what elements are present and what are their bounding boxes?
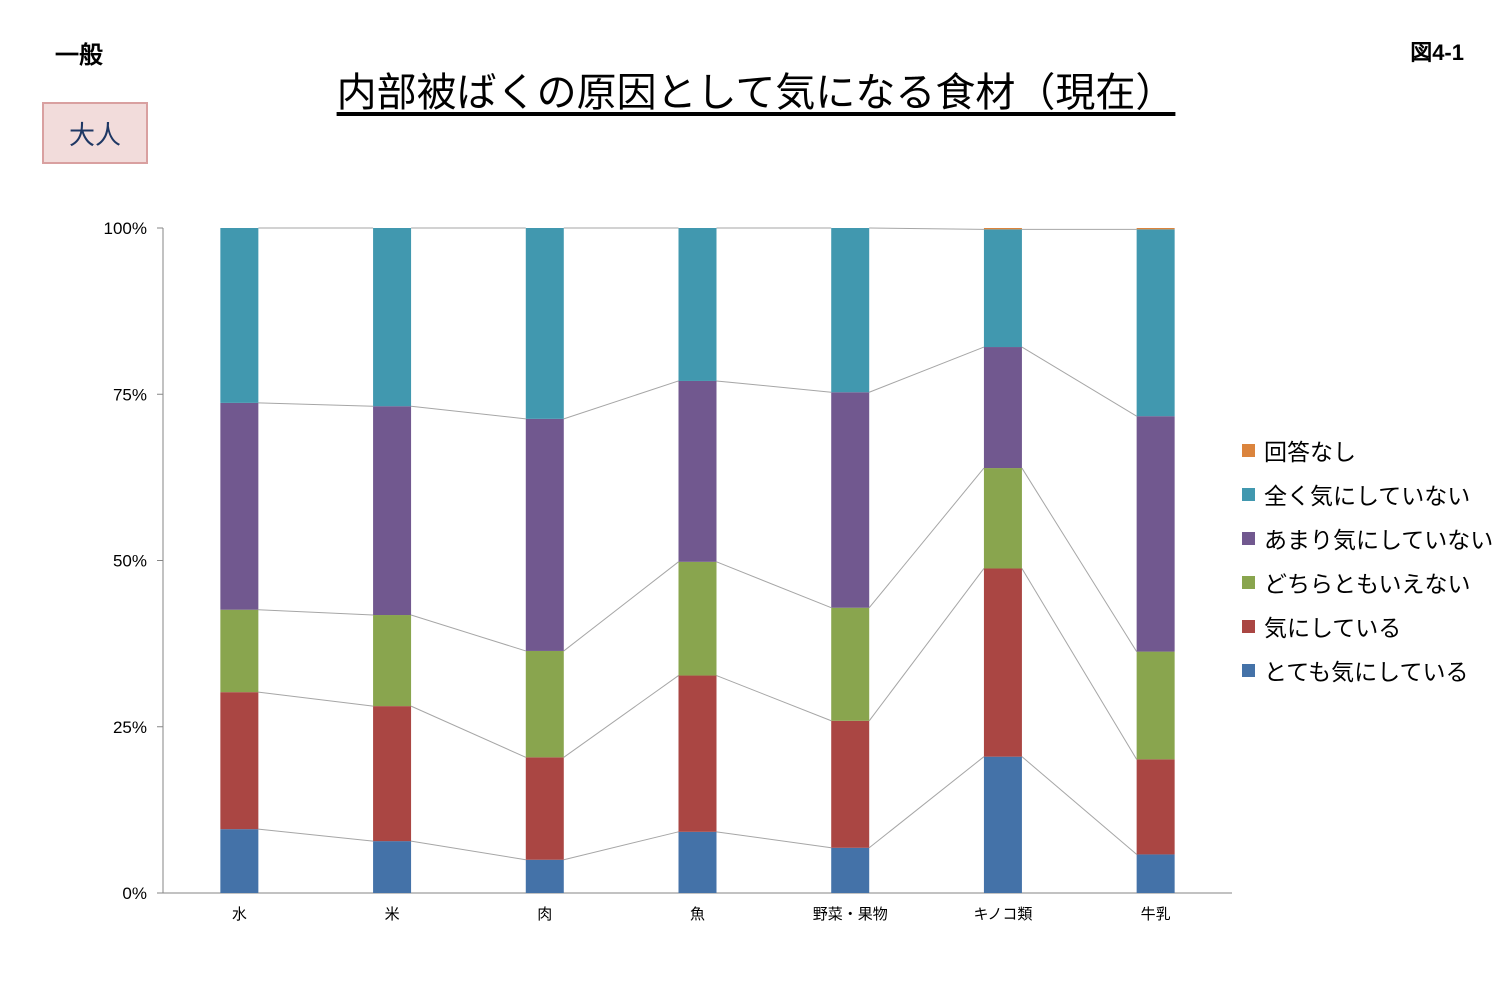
- series-line: [868, 467, 985, 609]
- bar-segment: [525, 757, 564, 860]
- bar-segment: [831, 720, 870, 848]
- bar-segment: [983, 468, 1022, 569]
- bar-segment: [525, 418, 564, 651]
- legend-label: あまり気にしていない: [1264, 528, 1494, 554]
- bar-segment: [220, 402, 259, 610]
- series-line: [716, 561, 832, 609]
- legend-swatch: [1242, 487, 1255, 501]
- series-line: [868, 568, 985, 722]
- x-tick-label: 魚: [690, 905, 705, 923]
- y-tick-label: 25%: [113, 718, 147, 737]
- x-tick-label: 水: [232, 905, 247, 923]
- bar-segment: [983, 347, 1022, 469]
- legend-item: どちらともいえない: [1242, 560, 1493, 604]
- series-line: [410, 840, 526, 861]
- series-line: [563, 561, 679, 652]
- series-line: [716, 675, 832, 722]
- legend-item: とても気にしている: [1242, 648, 1493, 692]
- series-line: [563, 831, 679, 861]
- bar-segment: [1136, 229, 1175, 417]
- bar-segment: [678, 831, 717, 893]
- bar-segment: [525, 228, 564, 419]
- series-line: [1021, 756, 1137, 855]
- bar-segment: [220, 829, 259, 893]
- legend-swatch: [1242, 575, 1255, 589]
- legend-label: 全く気にしていない: [1264, 484, 1471, 510]
- bar-segment: [1136, 416, 1175, 652]
- chart-title: 内部被ばくの原因として気になる食材（現在）: [336, 70, 1176, 116]
- x-tick-label: 牛乳: [1141, 905, 1171, 923]
- legend-swatch: [1242, 663, 1255, 677]
- legend-swatch: [1242, 619, 1255, 633]
- legend-item: 気にしている: [1242, 604, 1493, 648]
- y-tick-label: 75%: [113, 385, 147, 404]
- series-line: [258, 828, 374, 842]
- bar-segment: [373, 706, 412, 842]
- series-line: [1021, 467, 1138, 652]
- bar-segment: [831, 847, 870, 893]
- audience-badge: 大人: [42, 102, 148, 164]
- series-line: [411, 405, 526, 420]
- legend-label: 気にしている: [1264, 616, 1402, 642]
- bar-segment: [678, 380, 717, 562]
- series-line: [563, 380, 679, 420]
- bar-segment: [831, 228, 870, 393]
- figure-id: 図4-1: [1410, 40, 1464, 65]
- bar-segment: [831, 607, 870, 721]
- series-line: [410, 614, 526, 652]
- bar-segment: [525, 859, 564, 893]
- x-tick-label: 米: [385, 905, 400, 923]
- bar-segment: [1136, 759, 1175, 855]
- bar-segment: [983, 568, 1022, 757]
- x-tick-label: 肉: [537, 905, 552, 923]
- bar-segment: [983, 228, 1022, 230]
- bar-segment: [678, 561, 717, 676]
- bar-segment: [525, 650, 564, 758]
- bar-segment: [373, 406, 412, 616]
- y-tick-label: 100%: [104, 219, 147, 238]
- bar-segment: [1136, 228, 1175, 230]
- legend-item: あまり気にしていない: [1242, 516, 1493, 560]
- legend-label: 回答なし: [1264, 440, 1356, 466]
- bar-segment: [373, 228, 412, 407]
- legend-swatch: [1242, 443, 1255, 457]
- bar-segment: [983, 229, 1022, 348]
- legend-item: 全く気にしていない: [1242, 472, 1493, 516]
- bar-segment: [373, 841, 412, 893]
- chart-legend: 回答なし全く気にしていない あまり気にしていない どちらともいえない 気にしているとて…: [1242, 428, 1493, 692]
- series-line: [410, 705, 526, 758]
- legend-swatch: [1242, 531, 1255, 545]
- bar-segment: [831, 392, 870, 608]
- series-line: [869, 346, 985, 393]
- bar-segment: [1136, 854, 1175, 893]
- series-line: [258, 402, 374, 407]
- series-line: [563, 675, 679, 758]
- bar-segment: [373, 615, 412, 707]
- bar-segment: [220, 228, 259, 403]
- bar-segment: [678, 675, 717, 832]
- series-line: [869, 227, 984, 230]
- y-tick-label: 0%: [122, 884, 147, 903]
- x-tick-label: キノコ類: [973, 905, 1032, 923]
- legend-item: 回答なし: [1242, 428, 1493, 472]
- series-line: [258, 609, 374, 616]
- bar-segment: [678, 228, 717, 381]
- series-line: [1021, 346, 1137, 417]
- bar-segment: [983, 756, 1022, 893]
- bar-segment: [220, 692, 259, 830]
- series-line: [1021, 568, 1138, 760]
- series-line: [716, 380, 832, 393]
- series-line: [868, 756, 985, 849]
- series-line: [716, 831, 832, 849]
- legend-label: どちらともいえない: [1264, 572, 1471, 598]
- category-label: 一般: [55, 41, 103, 69]
- bar-segment: [1136, 651, 1175, 760]
- series-line: [258, 691, 374, 707]
- x-tick-label: 野菜・果物: [813, 905, 888, 923]
- y-tick-label: 50%: [113, 552, 147, 571]
- bar-segment: [220, 609, 259, 693]
- legend-label: とても気にしている: [1264, 660, 1469, 686]
